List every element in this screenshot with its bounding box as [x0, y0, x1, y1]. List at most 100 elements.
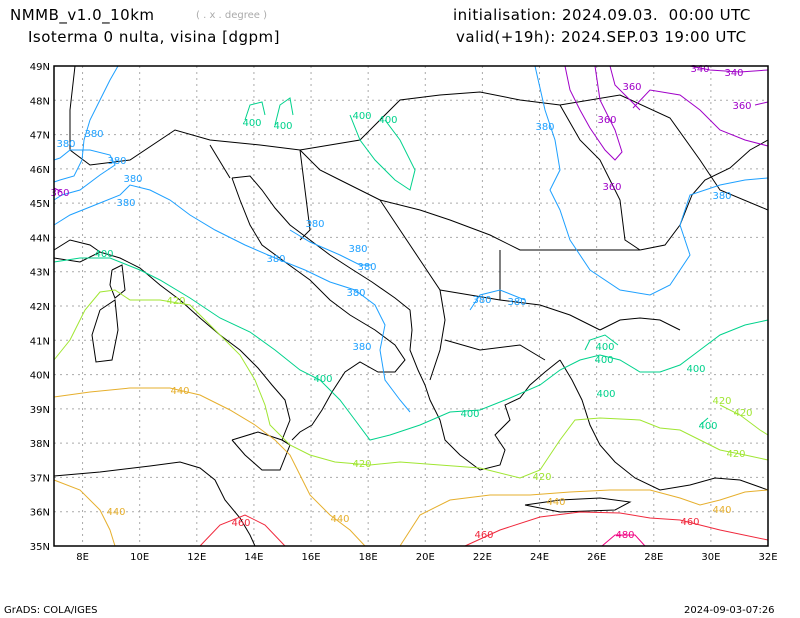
contour-label-340: 340 — [690, 64, 709, 75]
contour-label-380: 380 — [352, 342, 371, 353]
contour-label-380: 380 — [357, 262, 376, 273]
coastline-north-africa — [53, 461, 256, 547]
lat-tick-label: 38N — [30, 439, 50, 450]
contour-label-380: 380 — [348, 244, 367, 255]
contour-label-400: 400 — [273, 121, 292, 132]
contour-400-main — [53, 257, 769, 441]
lon-tick-label: 14E — [244, 552, 263, 563]
contour-label-400: 400 — [596, 389, 615, 400]
lat-tick-label: 41N — [30, 336, 50, 347]
lat-tick-label: 47N — [30, 131, 50, 142]
units-note: ( . x . degree ) — [196, 10, 268, 21]
field-title: Isoterma 0 nulta, visina [dgpm] — [28, 28, 280, 46]
contour-label-400: 400 — [94, 249, 113, 260]
lon-tick-label: 24E — [530, 552, 549, 563]
contour-label-360: 360 — [732, 101, 751, 112]
lon-tick-label: 16E — [302, 552, 321, 563]
coastline-italy-east — [231, 177, 406, 441]
contour-label-400: 400 — [698, 421, 717, 432]
coastline-turkey — [559, 359, 769, 491]
contour-label-380: 380 — [84, 129, 103, 140]
contour-label-380: 380 — [507, 297, 526, 308]
lon-tick-label: 30E — [701, 552, 720, 563]
contour-380-adriatic — [289, 229, 372, 266]
contour-label-400: 400 — [460, 409, 479, 420]
coastline-greece — [424, 359, 561, 471]
lat-tick-label: 36N — [30, 508, 50, 519]
lon-tick-label: 12E — [187, 552, 206, 563]
coastline-crete — [524, 497, 632, 513]
lon-tick-label: 10E — [130, 552, 149, 563]
contour-360-west — [53, 187, 63, 193]
contour-label-480: 480 — [615, 530, 634, 541]
contour-400-north2 — [274, 97, 294, 126]
coastline-sicily — [231, 431, 291, 471]
contour-label-360: 360 — [622, 82, 641, 93]
contour-label-400: 400 — [313, 374, 332, 385]
lon-tick-label: 26E — [587, 552, 606, 563]
lon-tick-label: 22E — [473, 552, 492, 563]
contour-400-aegean — [584, 334, 619, 351]
contour-400-hungary — [349, 114, 416, 191]
lat-tick-label: 49N — [30, 62, 50, 73]
coastline-adriatic-east — [231, 175, 426, 386]
contour-460-east — [464, 511, 769, 547]
contour-label-380: 380 — [472, 295, 491, 306]
contour-label-360: 360 — [602, 182, 621, 193]
contour-label-380: 380 — [123, 174, 142, 185]
contour-label-400: 400 — [352, 111, 371, 122]
contour-460-west — [199, 514, 286, 547]
lat-tick-label: 35N — [30, 542, 50, 553]
contour-label-440: 440 — [712, 505, 731, 516]
valid-time: valid(+19h): 2024.SEP.03 19:00 UTC — [456, 28, 747, 46]
coastline-corsica — [109, 264, 126, 299]
contour-360-c — [632, 89, 769, 147]
contour-380-north — [53, 65, 119, 183]
lat-tick-label: 37N — [30, 473, 50, 484]
lat-tick-label: 48N — [30, 96, 50, 107]
contour-440-east — [399, 489, 769, 547]
coastline-italy-west — [53, 251, 291, 446]
contour-label-460: 460 — [474, 530, 493, 541]
contour-380-balkan — [469, 289, 526, 311]
contour-label-360: 360 — [50, 188, 69, 199]
contour-360-d — [754, 101, 769, 106]
lat-tick-label: 39N — [30, 405, 50, 416]
contour-label-380: 380 — [535, 122, 554, 133]
contour-label-420: 420 — [166, 296, 185, 307]
contour-360-b — [609, 65, 641, 111]
lat-tick-label: 44N — [30, 233, 50, 244]
coastline-black-sea — [639, 139, 769, 251]
contour-400-turkey — [699, 417, 709, 426]
contour-label-420: 420 — [532, 472, 551, 483]
contour-label-380: 380 — [56, 139, 75, 150]
contour-label-460: 460 — [680, 517, 699, 528]
contour-380-dinaric — [53, 184, 411, 413]
contour-label-400: 400 — [242, 118, 261, 129]
contour-label-360: 360 — [597, 115, 616, 126]
lon-tick-label: 18E — [359, 552, 378, 563]
contour-label-420: 420 — [726, 449, 745, 460]
lon-tick-label: 28E — [644, 552, 663, 563]
contour-label-420: 420 — [733, 408, 752, 419]
coastline-marmara — [599, 317, 681, 331]
lon-tick-label: 20E — [416, 552, 435, 563]
contour-label-420: 420 — [352, 459, 371, 470]
contour-label-440: 440 — [546, 497, 565, 508]
contour-380-alps — [53, 149, 116, 201]
contour-label-380: 380 — [305, 219, 324, 230]
lat-tick-label: 40N — [30, 371, 50, 382]
init-time: initialisation: 2024.09.03. 00:00 UTC — [453, 6, 751, 24]
lon-tick-label: 32E — [758, 552, 777, 563]
contour-360-a — [564, 65, 623, 161]
lat-tick-label: 46N — [30, 165, 50, 176]
axis-labels: 8E 10E 12E 14E 16E 18E 20E 22E 24E 26E 28E 30E 32E 35… — [30, 62, 778, 563]
contour-label-440: 440 — [170, 386, 189, 397]
contour-420-east — [719, 404, 769, 436]
contour-label-440: 440 — [106, 507, 125, 518]
contour-label-380: 380 — [266, 254, 285, 265]
coastlines — [53, 139, 769, 547]
software-credit: GrADS: COLA/IGES — [4, 605, 98, 616]
contour-340 — [689, 65, 769, 73]
